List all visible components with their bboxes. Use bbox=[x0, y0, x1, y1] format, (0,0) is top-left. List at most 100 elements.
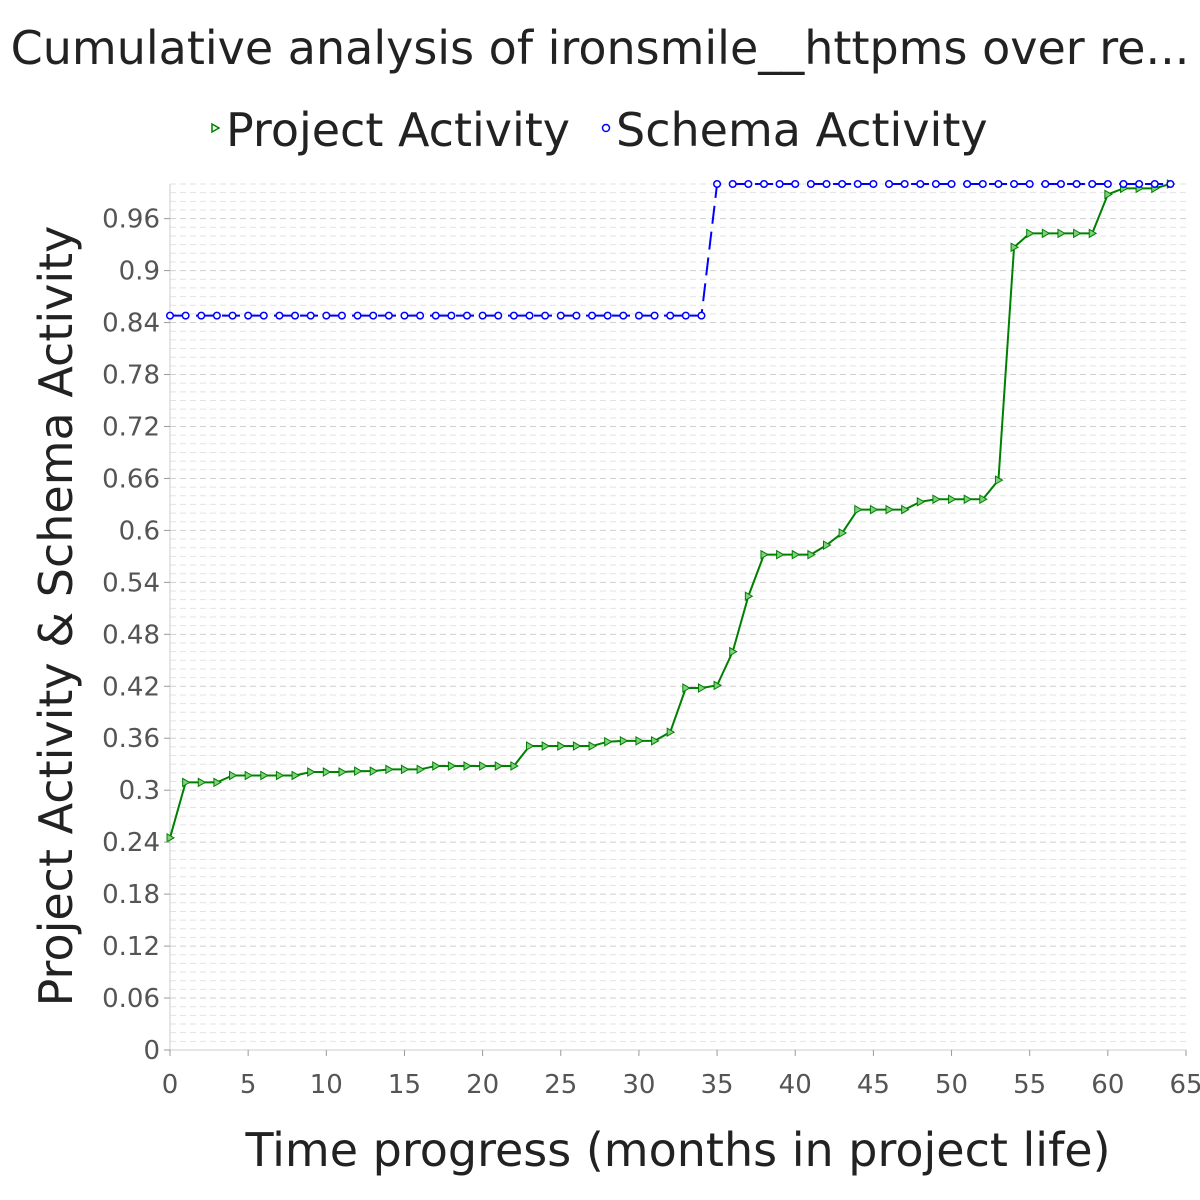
data-point-schema-activity bbox=[963, 179, 972, 189]
data-point-schema-activity bbox=[509, 311, 518, 320]
data-point-project-activity bbox=[822, 540, 832, 550]
data-point-project-activity bbox=[1073, 228, 1082, 239]
legend-label-project-activity: Project Activity bbox=[226, 103, 570, 157]
data-point-project-activity bbox=[744, 591, 754, 602]
data-point-project-activity bbox=[948, 494, 957, 505]
x-tick-label: 35 bbox=[701, 1070, 734, 1100]
data-point-schema-activity bbox=[838, 179, 847, 189]
x-tick-label: 40 bbox=[779, 1070, 812, 1100]
data-point-project-activity bbox=[979, 494, 988, 505]
y-tick-label: 0.18 bbox=[102, 880, 160, 910]
data-point-project-activity bbox=[479, 761, 488, 771]
x-tick-label: 0 bbox=[162, 1070, 179, 1100]
data-point-project-activity bbox=[791, 549, 801, 560]
data-point-schema-activity bbox=[165, 311, 175, 320]
y-tick-label: 0.84 bbox=[102, 309, 160, 339]
data-point-schema-activity bbox=[634, 311, 643, 320]
data-point-schema-activity bbox=[525, 311, 534, 320]
data-point-schema-activity bbox=[822, 179, 831, 189]
data-point-schema-activity bbox=[1135, 179, 1144, 189]
data-point-project-activity bbox=[432, 761, 441, 771]
grid bbox=[170, 183, 1186, 1051]
data-point-project-activity bbox=[260, 770, 269, 781]
data-point-project-activity bbox=[572, 741, 582, 751]
data-point-project-activity bbox=[463, 761, 472, 771]
y-tick-label: 0 bbox=[143, 1036, 160, 1066]
data-point-project-activity bbox=[807, 549, 816, 560]
y-tick-label: 0.72 bbox=[102, 412, 160, 442]
data-point-project-activity bbox=[776, 549, 785, 560]
x-tick-label: 15 bbox=[388, 1070, 421, 1100]
data-point-project-activity bbox=[244, 770, 254, 781]
data-point-schema-activity bbox=[1025, 179, 1034, 189]
data-point-project-activity bbox=[354, 766, 363, 777]
data-point-schema-activity bbox=[994, 179, 1003, 189]
data-point-project-activity bbox=[666, 727, 676, 738]
data-point-schema-activity bbox=[290, 311, 300, 320]
data-point-schema-activity bbox=[556, 311, 565, 320]
series-layer bbox=[165, 179, 1176, 843]
data-point-schema-activity bbox=[931, 179, 940, 189]
y-tick-label: 0.36 bbox=[102, 724, 160, 754]
y-tick-label: 0.96 bbox=[102, 205, 160, 235]
data-point-project-activity bbox=[713, 680, 723, 691]
data-point-schema-activity bbox=[1072, 179, 1081, 189]
data-point-project-activity bbox=[697, 683, 707, 693]
data-point-schema-activity bbox=[947, 179, 956, 189]
data-point-schema-activity bbox=[587, 311, 597, 320]
legend-marker-schema-activity bbox=[601, 123, 611, 133]
legend: Project Activity Schema Activity bbox=[211, 103, 988, 157]
y-tick-label: 0.54 bbox=[102, 568, 160, 598]
data-point-schema-activity bbox=[791, 179, 800, 189]
data-point-project-activity bbox=[916, 496, 926, 507]
data-point-project-activity bbox=[322, 767, 332, 777]
y-tick-label: 0.48 bbox=[102, 620, 160, 650]
y-tick-label: 0.66 bbox=[102, 464, 160, 494]
data-point-schema-activity bbox=[759, 179, 769, 189]
data-point-schema-activity bbox=[431, 311, 440, 320]
data-point-schema-activity bbox=[884, 179, 894, 189]
data-point-schema-activity bbox=[853, 179, 862, 189]
x-tick-label: 30 bbox=[622, 1070, 655, 1100]
legend-marker-project-activity bbox=[211, 122, 221, 134]
data-point-project-activity bbox=[635, 735, 644, 746]
data-point-schema-activity bbox=[306, 311, 315, 320]
data-point-project-activity bbox=[869, 504, 879, 515]
data-point-schema-activity bbox=[275, 311, 284, 320]
data-point-project-activity bbox=[557, 741, 566, 751]
data-point-schema-activity bbox=[572, 311, 581, 320]
data-point-schema-activity bbox=[353, 311, 362, 320]
data-point-project-activity bbox=[1057, 228, 1066, 239]
data-point-schema-activity bbox=[869, 179, 878, 189]
data-point-project-activity bbox=[229, 770, 238, 781]
data-point-schema-activity bbox=[1103, 179, 1112, 189]
data-point-project-activity bbox=[338, 767, 347, 777]
data-point-project-activity bbox=[588, 741, 598, 751]
data-point-project-activity bbox=[963, 494, 973, 505]
data-point-project-activity bbox=[932, 494, 941, 505]
data-point-schema-activity bbox=[181, 311, 190, 320]
x-tick-label: 50 bbox=[935, 1070, 968, 1100]
data-point-schema-activity bbox=[775, 179, 784, 189]
x-tick-label: 60 bbox=[1091, 1070, 1124, 1100]
data-point-schema-activity bbox=[681, 311, 690, 320]
data-point-schema-activity bbox=[619, 311, 628, 320]
data-point-schema-activity bbox=[1010, 179, 1019, 189]
series-project-activity bbox=[166, 179, 1176, 843]
data-point-schema-activity bbox=[1041, 179, 1050, 189]
data-point-schema-activity bbox=[416, 311, 425, 320]
y-tick-label: 0.9 bbox=[119, 257, 160, 287]
data-point-schema-activity bbox=[541, 311, 550, 320]
data-point-project-activity bbox=[275, 770, 285, 781]
x-axis-ticks: 0 5 10 15 20 25 30 35 40 45 50 55 60 65 bbox=[162, 1050, 1200, 1100]
data-point-project-activity bbox=[604, 736, 613, 747]
data-point-schema-activity bbox=[384, 311, 393, 320]
chart-title: Cumulative analysis of ironsmile__httpms… bbox=[11, 21, 1190, 75]
data-point-project-activity bbox=[385, 764, 394, 775]
x-tick-label: 25 bbox=[544, 1070, 577, 1100]
data-point-project-activity bbox=[1088, 228, 1098, 239]
data-point-schema-activity bbox=[697, 311, 706, 320]
data-point-schema-activity bbox=[228, 311, 237, 320]
data-point-schema-activity bbox=[478, 311, 487, 320]
